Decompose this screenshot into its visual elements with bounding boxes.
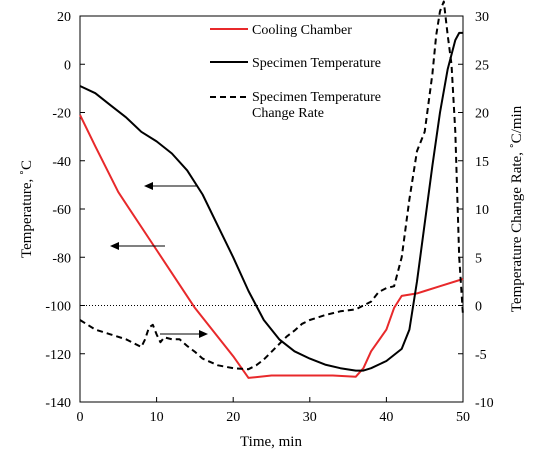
y-right-tick-label: 30 — [475, 10, 489, 25]
y-left-tick-label: -20 — [52, 107, 71, 122]
arrowhead-change-rate — [199, 330, 208, 338]
x-axis-title: Time, min — [240, 434, 302, 450]
arrowhead-cooling-chamber — [110, 242, 119, 250]
annotation-arrows — [110, 182, 208, 338]
x-tick-label: 20 — [226, 410, 240, 425]
x-tick-label: 0 — [77, 410, 84, 425]
y-left-tick-label: 0 — [64, 58, 71, 73]
y-left-ticks: -140 -120 -100 -80 -60 -40 -20 0 20 — [45, 10, 85, 411]
legend-label-specimen-temperature: Specimen Temperature — [252, 56, 381, 71]
y-left-axis-title: Temperature, ˚C — [19, 160, 35, 258]
legend-label-change-rate: Specimen Temperature Change Rate — [252, 90, 385, 121]
y-left-tick-label: -100 — [45, 300, 71, 315]
legend: Cooling Chamber Specimen Temperature Spe… — [210, 23, 385, 121]
y-left-tick-label: -120 — [45, 348, 71, 363]
x-tick-label: 10 — [150, 410, 164, 425]
series-line-specimen-temperature-change-rate — [79, 0, 464, 371]
y-right-axis-title: Temperature Change Rate, ˚C/min — [509, 105, 525, 312]
x-tick-label: 40 — [379, 410, 393, 425]
legend-label-change-rate-line1: Specimen Temperature — [252, 90, 381, 105]
y-left-tick-label: 20 — [57, 10, 71, 25]
x-tick-label: 30 — [303, 410, 317, 425]
y-right-tick-label: -5 — [475, 348, 487, 363]
y-left-tick-label: -40 — [52, 155, 71, 170]
x-tick-label: 50 — [456, 410, 470, 425]
series-line-specimen-temperature — [79, 31, 463, 372]
y-left-tick-label: -80 — [52, 251, 71, 266]
series-layer — [79, 0, 464, 379]
x-ticks: 0 10 20 30 40 50 — [77, 397, 470, 425]
y-right-tick-label: 0 — [475, 300, 482, 315]
y-right-tick-label: 10 — [475, 203, 489, 218]
y-right-tick-label: 25 — [475, 58, 489, 73]
y-right-tick-label: 5 — [475, 251, 482, 266]
legend-label-change-rate-line2: Change Rate — [252, 106, 324, 121]
legend-label-cooling-chamber: Cooling Chamber — [252, 23, 352, 38]
y-right-tick-label: 15 — [475, 155, 489, 170]
y-left-tick-label: -60 — [52, 203, 71, 218]
arrowhead-specimen-temperature — [144, 182, 153, 190]
y-right-tick-label: 20 — [475, 107, 489, 122]
y-right-tick-label: -10 — [475, 396, 494, 411]
y-left-tick-label: -140 — [45, 396, 71, 411]
